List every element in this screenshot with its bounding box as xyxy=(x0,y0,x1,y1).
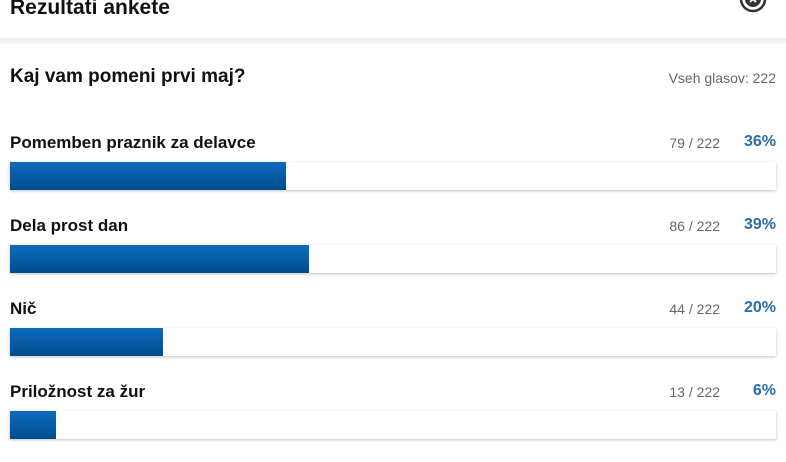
poll-question: Kaj vam pomeni prvi maj? xyxy=(10,66,246,87)
option-bar-track xyxy=(10,411,776,439)
option-bar-track xyxy=(10,162,776,190)
close-circle-icon xyxy=(739,0,767,13)
dialog-header: Rezultati ankete xyxy=(0,0,786,40)
option-count: 86 / 222 xyxy=(669,218,720,234)
option-label: Pomemben praznik za delavce xyxy=(10,133,256,152)
option-bar-fill xyxy=(10,245,309,273)
poll-option: Pomemben praznik za delavce 79 / 222 36% xyxy=(10,133,776,213)
poll-option: Dela prost dan 86 / 222 39% xyxy=(10,216,776,296)
option-bar-fill xyxy=(10,328,164,356)
dialog-title: Rezultati ankete xyxy=(10,0,170,19)
option-label: Priložnost za žur xyxy=(10,382,146,401)
option-bar-track xyxy=(10,245,776,273)
total-votes: Vseh glasov: 222 xyxy=(668,70,776,86)
option-bar-fill xyxy=(10,162,286,190)
header-divider xyxy=(0,38,786,44)
close-button[interactable] xyxy=(738,0,768,14)
option-bar-track xyxy=(10,328,776,356)
option-label: Nič xyxy=(10,299,37,318)
option-percent: 6% xyxy=(752,382,776,399)
option-percent: 39% xyxy=(743,216,776,233)
option-count: 44 / 222 xyxy=(669,301,720,317)
option-count: 13 / 222 xyxy=(669,384,720,400)
poll-option: Priložnost za žur 13 / 222 6% xyxy=(10,382,776,462)
option-percent: 20% xyxy=(743,299,776,316)
poll-option: Nič 44 / 222 20% xyxy=(10,299,776,379)
option-bar-fill xyxy=(10,411,56,439)
option-percent: 36% xyxy=(743,133,776,150)
option-label: Dela prost dan xyxy=(10,216,129,235)
option-count: 79 / 222 xyxy=(669,135,720,151)
